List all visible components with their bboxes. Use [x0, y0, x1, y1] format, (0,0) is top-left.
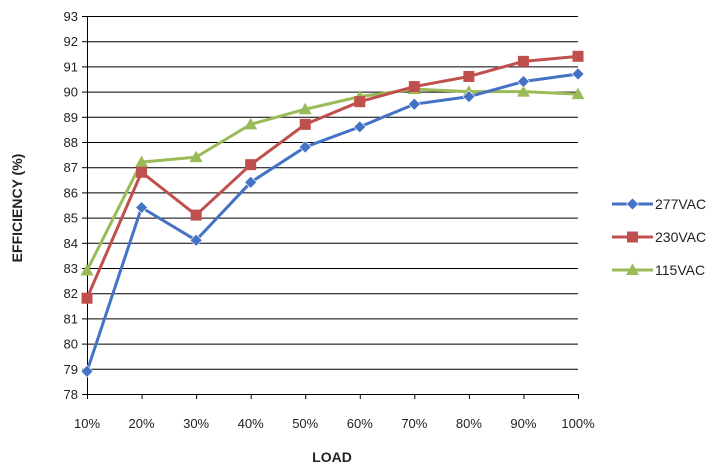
- data-point: [572, 50, 584, 62]
- y-tick-label: 88: [64, 135, 78, 150]
- y-tick-label: 79: [64, 362, 78, 377]
- data-point: [462, 90, 476, 104]
- y-tick-label: 84: [64, 236, 78, 251]
- data-point: [135, 155, 149, 168]
- y-tick-label: 85: [64, 211, 78, 226]
- data-point: [244, 117, 258, 130]
- y-tick-labels: 78 79 80 81 82 83 84 85 86 87 88 89 90 91 92 93: [64, 9, 78, 402]
- x-tick-label: 100%: [561, 416, 595, 431]
- data-point: [80, 364, 94, 378]
- series-line: [85, 72, 579, 372]
- data-point: [407, 97, 421, 111]
- x-axis-title: LOAD: [312, 449, 352, 465]
- x-tick-label: 10%: [74, 416, 100, 431]
- y-tick-label: 82: [64, 286, 78, 301]
- grid-lines: [87, 16, 578, 395]
- y-tick-label: 89: [64, 110, 78, 125]
- series-230VAC: [81, 50, 584, 304]
- x-tick-labels: 10% 20% 30% 40% 50% 60% 70% 80% 90% 100%: [74, 416, 595, 431]
- data-point: [298, 140, 312, 154]
- data-point: [353, 120, 367, 134]
- y-tick-label: 81: [64, 311, 78, 326]
- data-point: [463, 70, 475, 82]
- data-point: [571, 67, 585, 81]
- y-tick-label: 90: [64, 85, 78, 100]
- y-tick-label: 91: [64, 59, 78, 74]
- legend-entry-277VAC: 277VAC: [612, 196, 706, 212]
- series-277VAC: [80, 67, 585, 378]
- y-tick-label: 92: [64, 34, 78, 49]
- data-point: [517, 75, 530, 88]
- axes: [82, 16, 579, 399]
- series-line: [85, 87, 579, 272]
- data-point: [298, 102, 312, 115]
- legend-marker: [627, 231, 638, 243]
- data-point: [190, 209, 202, 221]
- legend: 277VAC 230VAC 115VAC: [612, 196, 706, 278]
- data-point: [571, 87, 585, 100]
- y-tick-label: 83: [64, 261, 78, 276]
- x-tick-label: 70%: [401, 416, 427, 431]
- data-point: [516, 85, 530, 97]
- series-line: [85, 54, 579, 299]
- legend-marker: [626, 197, 639, 211]
- y-tick-label: 93: [64, 9, 78, 24]
- data-series: [80, 50, 585, 378]
- data-point: [244, 175, 258, 189]
- data-point: [135, 201, 148, 214]
- data-point: [354, 96, 366, 108]
- data-point: [517, 55, 529, 67]
- x-tick-label: 60%: [347, 416, 373, 431]
- data-point: [80, 264, 94, 276]
- x-tick-label: 80%: [456, 416, 482, 431]
- legend-entry-115VAC: 115VAC: [612, 262, 705, 278]
- y-tick-label: 86: [64, 185, 78, 200]
- y-tick-label: 87: [64, 160, 78, 175]
- data-point: [189, 150, 203, 163]
- x-tick-label: 30%: [183, 416, 209, 431]
- legend-label: 115VAC: [655, 262, 705, 278]
- x-tick-label: 50%: [292, 416, 318, 431]
- y-tick-label: 80: [64, 337, 78, 352]
- data-point: [136, 166, 148, 178]
- legend-entry-230VAC: 230VAC: [612, 229, 706, 245]
- data-point: [408, 81, 420, 93]
- y-tick-label: 78: [64, 387, 78, 402]
- legend-label: 230VAC: [655, 229, 706, 245]
- x-tick-label: 90%: [510, 416, 536, 431]
- data-point: [299, 118, 311, 130]
- y-axis-title: EFFICIENCY (%): [9, 154, 25, 263]
- data-point: [81, 292, 93, 304]
- x-tick-label: 20%: [129, 416, 155, 431]
- data-point: [245, 159, 257, 171]
- legend-label: 277VAC: [655, 196, 706, 212]
- legend-marker: [626, 263, 639, 275]
- data-point: [189, 233, 203, 247]
- x-tick-label: 40%: [238, 416, 264, 431]
